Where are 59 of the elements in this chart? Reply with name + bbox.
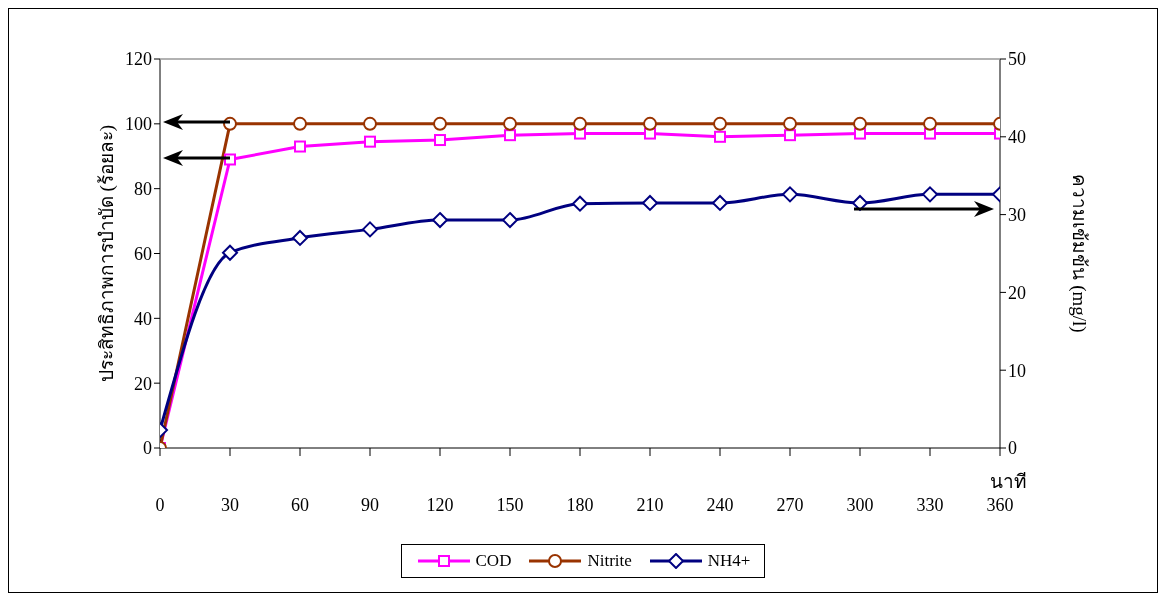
point — [364, 135, 376, 148]
point — [432, 212, 448, 229]
point — [922, 186, 938, 203]
x-tick-label: 360 — [986, 494, 1014, 515]
y2-tick-label: 10 — [1008, 360, 1026, 381]
point — [222, 244, 238, 261]
point — [362, 221, 378, 238]
point — [923, 116, 937, 131]
x-tick-label: 120 — [426, 494, 454, 515]
y2-tick-label: 40 — [1008, 127, 1026, 148]
x-tick-label: 60 — [291, 494, 309, 515]
point — [433, 116, 447, 131]
point — [643, 116, 657, 131]
x-tick-label: 270 — [776, 494, 804, 515]
point — [504, 129, 516, 142]
x-tick-label: 330 — [916, 494, 944, 515]
point — [434, 134, 446, 147]
point — [784, 129, 796, 142]
point — [363, 116, 377, 131]
x-tick-label: 30 — [221, 494, 239, 515]
point — [642, 194, 658, 211]
point — [712, 194, 728, 211]
x-tick-label: 180 — [566, 494, 594, 515]
point — [713, 116, 727, 131]
x-tick-label: 150 — [496, 494, 524, 515]
point — [293, 116, 307, 131]
x-tick-label: 210 — [636, 494, 664, 515]
y-tick-label: 20 — [134, 373, 152, 394]
point — [503, 116, 517, 131]
point — [852, 194, 868, 211]
point — [502, 212, 518, 229]
x-tick-label: 90 — [361, 494, 379, 515]
x-tick-label: 240 — [706, 494, 734, 515]
x-tick-label: 300 — [846, 494, 874, 515]
legend-label: Nitrite — [586, 551, 632, 571]
legend-label: NH4+ — [706, 551, 751, 571]
y2-tick-label: 30 — [1008, 204, 1026, 225]
y2-tick-label: 0 — [1008, 438, 1017, 459]
point — [783, 116, 797, 131]
point — [782, 186, 798, 203]
point — [294, 140, 306, 153]
point — [853, 116, 867, 131]
y-tick-label: 0 — [143, 438, 152, 459]
y2-tick-label: 20 — [1008, 282, 1026, 303]
y-tick-label: 80 — [134, 179, 152, 200]
x-tick-label: 0 — [155, 494, 165, 515]
y-tick-label: 40 — [134, 308, 152, 329]
point — [572, 195, 588, 212]
point — [714, 130, 726, 143]
y2-axis-title: ความเข้มข้น (mg/l) — [1068, 174, 1091, 333]
y-tick-label: 120 — [125, 49, 152, 70]
point — [573, 116, 587, 131]
legend-label: COD — [474, 551, 512, 571]
y-tick-label: 60 — [134, 243, 152, 264]
y2-tick-label: 50 — [1008, 49, 1026, 70]
y-tick-label: 100 — [125, 114, 152, 135]
y-axis-title: ประสิทธิภาพการบำบัด (ร้อยละ) — [95, 124, 118, 383]
point — [292, 229, 308, 246]
x-axis-title: นาที — [990, 470, 1027, 494]
